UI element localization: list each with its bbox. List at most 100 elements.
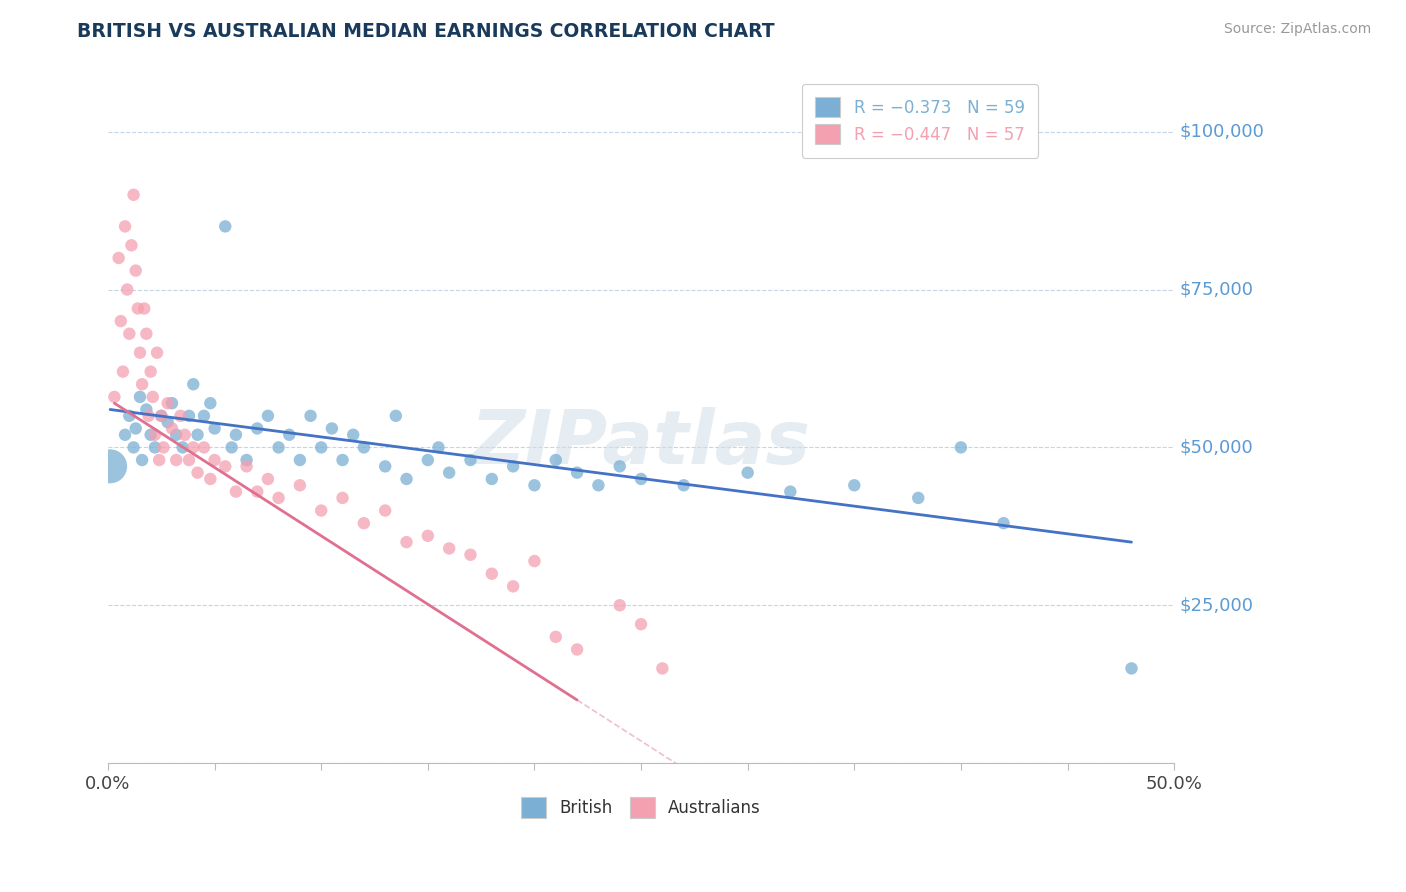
Point <box>235 453 257 467</box>
Point <box>278 427 301 442</box>
Point <box>118 409 141 423</box>
Point <box>502 579 524 593</box>
Point <box>200 472 222 486</box>
Point <box>460 453 482 467</box>
Point <box>257 472 280 486</box>
Point <box>143 441 166 455</box>
Point <box>565 466 588 480</box>
Point <box>565 642 588 657</box>
Point <box>110 314 132 328</box>
Point <box>160 421 183 435</box>
Point <box>134 301 156 316</box>
Point <box>544 453 567 467</box>
Point <box>181 377 204 392</box>
Text: $25,000: $25,000 <box>1180 596 1254 615</box>
Point <box>257 409 280 423</box>
Point <box>416 453 439 467</box>
Point <box>127 301 149 316</box>
Point <box>332 453 354 467</box>
Point <box>427 441 450 455</box>
Point <box>502 459 524 474</box>
Point <box>131 453 153 467</box>
Point <box>146 345 169 359</box>
Point <box>672 478 695 492</box>
Point <box>177 453 200 467</box>
Point <box>221 441 243 455</box>
Point <box>98 459 121 474</box>
Point <box>481 566 503 581</box>
Point <box>309 503 332 517</box>
Point <box>129 390 152 404</box>
Point <box>737 466 759 480</box>
Point <box>169 409 191 423</box>
Point <box>156 396 179 410</box>
Point <box>630 617 652 632</box>
Point <box>118 326 141 341</box>
Point <box>544 630 567 644</box>
Point <box>214 219 236 234</box>
Point <box>114 219 136 234</box>
Text: Source: ZipAtlas.com: Source: ZipAtlas.com <box>1223 22 1371 37</box>
Point <box>374 459 396 474</box>
Point <box>111 365 134 379</box>
Point <box>165 427 187 442</box>
Point <box>181 441 204 455</box>
Point <box>353 516 375 531</box>
Text: $50,000: $50,000 <box>1180 438 1253 457</box>
Point <box>138 409 160 423</box>
Point <box>609 599 631 613</box>
Point <box>437 466 460 480</box>
Point <box>374 503 396 517</box>
Point <box>143 427 166 442</box>
Point <box>609 459 631 474</box>
Point <box>165 453 187 467</box>
Point <box>129 345 152 359</box>
Point <box>321 421 343 435</box>
Text: $75,000: $75,000 <box>1180 280 1254 299</box>
Point <box>152 441 174 455</box>
Point <box>385 409 408 423</box>
Point <box>139 365 162 379</box>
Text: ZIPatlas: ZIPatlas <box>471 407 811 480</box>
Point <box>907 491 929 505</box>
Point <box>460 548 482 562</box>
Point <box>523 478 546 492</box>
Point <box>288 478 311 492</box>
Point <box>299 409 322 423</box>
Point <box>395 472 418 486</box>
Point <box>142 390 165 404</box>
Point <box>481 472 503 486</box>
Point <box>353 441 375 455</box>
Point <box>103 390 125 404</box>
Text: BRITISH VS AUSTRALIAN MEDIAN EARNINGS CORRELATION CHART: BRITISH VS AUSTRALIAN MEDIAN EARNINGS CO… <box>77 22 775 41</box>
Point <box>395 535 418 549</box>
Point <box>332 491 354 505</box>
Point <box>114 427 136 442</box>
Text: $100,000: $100,000 <box>1180 123 1264 141</box>
Point <box>107 251 129 265</box>
Point <box>172 441 194 455</box>
Point <box>246 421 269 435</box>
Point <box>193 441 215 455</box>
Point <box>160 396 183 410</box>
Point <box>779 484 801 499</box>
Point <box>187 427 209 442</box>
Point <box>288 453 311 467</box>
Legend: British, Australians: British, Australians <box>515 790 768 824</box>
Point <box>135 326 157 341</box>
Point <box>416 529 439 543</box>
Point <box>125 421 148 435</box>
Point <box>267 491 290 505</box>
Point <box>187 466 209 480</box>
Point <box>122 441 145 455</box>
Point <box>125 263 148 277</box>
Point <box>844 478 866 492</box>
Point <box>156 415 179 429</box>
Point <box>193 409 215 423</box>
Point <box>588 478 610 492</box>
Point <box>148 453 170 467</box>
Point <box>139 427 162 442</box>
Point <box>523 554 546 568</box>
Point <box>235 459 257 474</box>
Point <box>135 402 157 417</box>
